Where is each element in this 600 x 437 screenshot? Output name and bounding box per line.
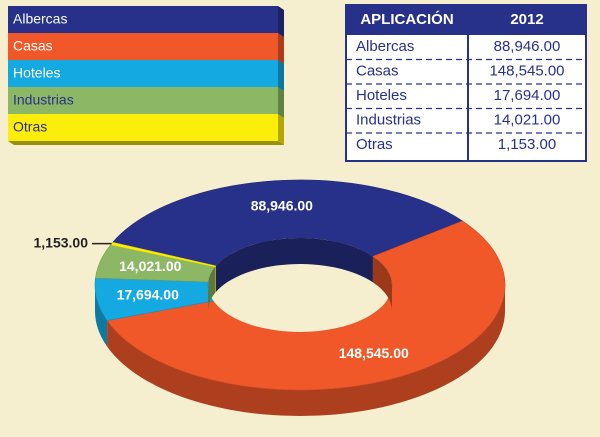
table-cell: 1,153.00 <box>498 136 556 153</box>
legend: Albercas Casas Hoteles Industrias Otras <box>8 6 284 145</box>
table-cell: 88,946.00 <box>494 38 561 55</box>
legend-label: Otras <box>13 119 47 135</box>
table-cell: Casas <box>356 62 399 79</box>
slice-inner-wall <box>208 267 215 308</box>
legend-depth <box>8 141 284 145</box>
table-cell: Industrias <box>356 111 421 128</box>
data-label: 17,694.00 <box>117 287 179 303</box>
slice-inner-wall <box>215 238 373 292</box>
slice <box>112 179 464 267</box>
slice-side <box>95 285 108 347</box>
legend-depth <box>278 6 284 37</box>
legend-swatch <box>8 114 278 141</box>
slice-inner-wall <box>214 265 216 294</box>
data-table: APLICACIÓN 2012 Albercas 88,946.00 Casas 14… <box>345 4 587 162</box>
table-cell: Albercas <box>356 38 414 55</box>
table-header: APLICACIÓN <box>360 10 453 28</box>
legend-label: Hoteles <box>13 65 60 81</box>
legend-label: Industrias <box>13 92 74 108</box>
legend-label: Albercas <box>13 11 67 27</box>
legend-depth <box>278 87 284 118</box>
legend-label: Casas <box>13 38 53 54</box>
legend-swatch <box>8 6 278 33</box>
data-label: 14,021.00 <box>119 258 181 274</box>
table-header: 2012 <box>510 11 543 28</box>
data-label: 1,153.00 <box>34 234 89 250</box>
table-cell: 14,021.00 <box>494 111 561 128</box>
legend-depth <box>278 33 284 64</box>
donut: 88,946.00 148,545.00 17,694.00 14,021.00 1,1… <box>34 179 506 416</box>
legend-swatch <box>8 60 278 87</box>
legend-depth <box>278 60 284 91</box>
legend-swatch <box>8 33 278 60</box>
slice-side <box>107 285 505 416</box>
table-cell: Otras <box>356 136 393 153</box>
table-header-bg <box>346 5 586 35</box>
table-cell: 17,694.00 <box>494 87 561 104</box>
table-cell: 148,545.00 <box>489 62 564 79</box>
legend-depth <box>278 114 284 145</box>
data-label: 148,545.00 <box>339 345 409 361</box>
data-label: 88,946.00 <box>251 198 313 214</box>
slice-inner-wall <box>372 256 392 311</box>
table-cell: Hoteles <box>356 87 407 104</box>
legend-swatch <box>8 87 278 114</box>
